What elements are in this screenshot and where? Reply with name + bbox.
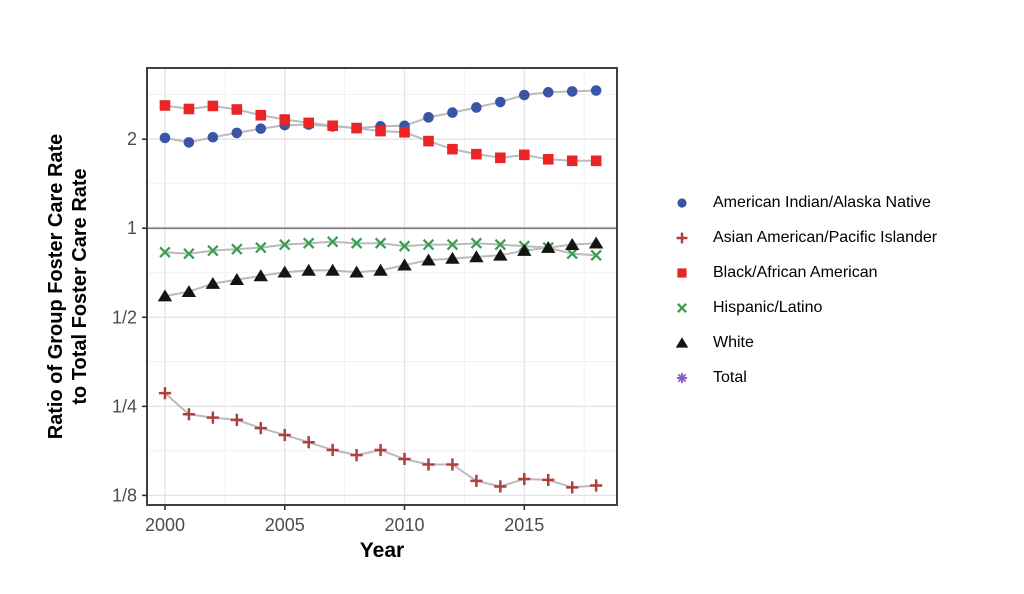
legend-item-black-african-american: Black/African American [671,262,937,284]
legend-label: American Indian/Alaska Native [713,194,931,211]
asian-american-pacific-islander-marker-icon [676,232,688,244]
x-tick-label: 2015 [504,515,544,535]
axis-titles: Year Ratio of Group Foster Care Rate to To… [45,134,404,562]
series-white [157,236,604,302]
y-tick-label: 2 [127,129,137,149]
y-tick-label: 1/8 [112,485,137,505]
legend-label: Black/African American [713,264,878,281]
legend-label: Hispanic/Latino [713,299,823,316]
axes: 2 1 1/2 1/4 1/8 2000 2005 2010 2015 [112,129,544,535]
y-axis-title-line-1: Ratio of Group Foster Care Rate [45,134,67,440]
y-tick-label: 1 [127,218,137,238]
x-tick-label: 2005 [265,515,305,535]
x-axis-title: Year [360,539,404,562]
legend-item-american-indian-alaska-native: American Indian/Alaska Native [671,192,937,214]
legend-item-hispanic-latino: Hispanic/Latino [671,297,937,319]
legend-label: Total [713,369,747,386]
hispanic-latino-marker-icon [676,302,688,314]
x-tick-label: 2010 [384,515,424,535]
y-tick-label: 1/2 [112,307,137,327]
legend-label: Asian American/Pacific Islander [713,229,938,246]
grid-minor [147,68,617,505]
american-indian-alaska-native-marker-icon [677,198,687,208]
y-tick-label: 1/4 [112,396,137,416]
legend-item-asian-american-pacific-islander: Asian American/Pacific Islander [671,227,937,249]
legend-label: White [713,334,754,351]
series-asian-american-pacific-islander [158,387,603,494]
series-black-african-american [159,100,602,167]
y-axis-title-line-2: to Total Foster Care Rate [69,168,91,404]
total-marker-icon [676,372,688,384]
legend-item-white: White [671,332,937,354]
x-tick-label: 2000 [145,515,185,535]
legend-item-total: Total [671,367,937,389]
chart-legend: American Indian/Alaska Native Asian Ameri… [671,192,937,389]
white-marker-icon [675,337,689,348]
black-african-american-marker-icon [677,268,687,278]
series-hispanic-latino [159,236,602,262]
